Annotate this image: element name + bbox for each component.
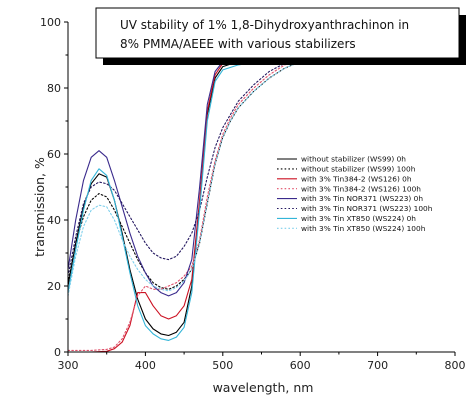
y-tick-label: 80 [47,82,61,95]
x-tick-label: 500 [212,359,233,372]
legend-label-5: with 3% Tin NOR371 (WS223) 0h [301,194,423,203]
x-tick-label: 700 [367,359,388,372]
title-box: UV stability of 1% 1,8-Dihydroxyanthrach… [95,7,466,65]
y-tick-label: 100 [40,16,61,29]
title-line-1: UV stability of 1% 1,8-Dihydroxyanthrach… [120,18,409,32]
title-line-2: 8% PMMA/AEEE with various stabilizers [120,37,356,51]
series-line-2 [67,52,456,290]
legend-label-1: without stabilizer (WS99) 0h [301,155,406,164]
x-axis-label: wavelength, nm [213,380,314,395]
y-tick-label: 20 [47,280,61,293]
y-tick-label: 0 [54,346,61,359]
ticks-layer: 300 400 500 600 700 800 0 20 40 60 80 100 [40,16,466,372]
y-tick-label: 60 [47,148,61,161]
y-axis-label: transmission, % [32,157,47,257]
legend-label-6: with 3% Tin NOR371 (WS223) 100h [301,204,433,213]
legend-label-2: without stabilizer (WS99) 100h [301,165,416,174]
legend-label-8: with 3% Tin XT850 (WS224) 100h [301,224,426,233]
x-tick-label: 800 [445,359,466,372]
x-tick-label: 400 [135,359,156,372]
y-tick-label: 40 [47,214,61,227]
legend-label-3: with 3% Tin384-2 (WS126) 0h [301,174,412,183]
legend-label-4: with 3% Tin384-2 (WS126) 100h [301,184,421,193]
x-tick-label: 300 [58,359,79,372]
series-line-8 [67,53,456,297]
x-tick-label: 600 [290,359,311,372]
legend-label-7: with 3% Tin XT850 (WS224) 0h [301,214,416,223]
